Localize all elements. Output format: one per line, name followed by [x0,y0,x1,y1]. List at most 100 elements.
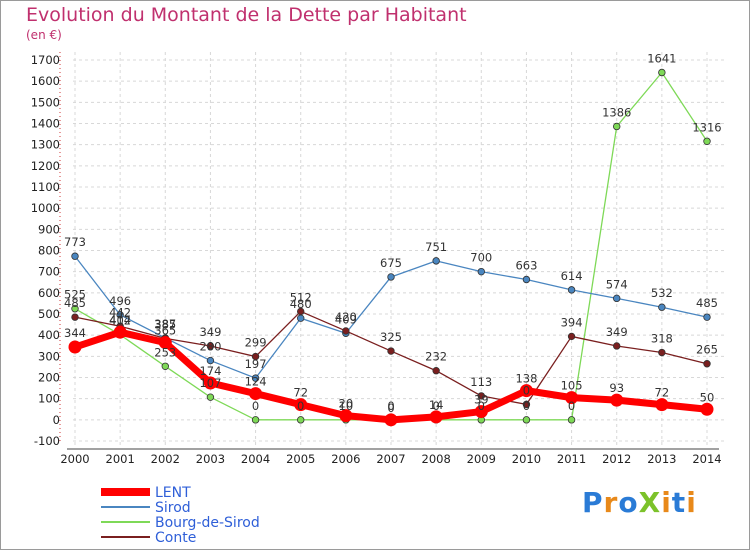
logo-letter: X [638,486,662,519]
data-label-sirod: 387 [154,317,176,331]
point-lent [384,413,398,427]
data-label-lent: 20 [339,397,354,411]
x-tick-label: 2002 [151,452,180,466]
data-label-conte: 485 [64,296,86,310]
y-tick-label: 600 [38,286,60,300]
data-label-sirod: 700 [470,251,492,265]
y-tick-label: 800 [38,244,60,258]
logo-letter: o [618,486,639,519]
data-label-conte: 318 [651,332,673,346]
y-tick-label: 300 [38,349,60,363]
point-conte [71,313,79,321]
data-label-sirod: 496 [109,294,131,308]
legend-label-conte: Conte [155,530,196,546]
data-label-conte: 512 [290,290,312,304]
data-label-lent: 344 [64,326,86,340]
point-sirod [522,275,531,284]
grid-lines [73,52,727,445]
logo-letter: r [603,486,619,519]
data-label-sirod: 773 [64,235,86,249]
logo-letter: i [686,486,697,519]
point-conte [703,360,711,368]
data-label-bourg-de-sirod: 0 [568,399,575,413]
y-tick-label: 1000 [31,201,60,215]
data-label-bourg-de-sirod: 0 [297,399,304,413]
point-lent [700,402,714,416]
data-label-lent: 72 [293,386,308,400]
y-tick-label: 1300 [31,138,60,152]
point-lent [565,391,579,405]
data-label-conte: 394 [561,315,583,329]
point-sirod [432,257,440,265]
point-conte [613,342,621,350]
y-tick-label: 1400 [31,117,60,131]
point-conte [342,327,350,335]
point-conte [522,400,531,409]
point-lent [113,325,127,339]
x-tick-label: 2010 [512,452,541,466]
data-label-bourg-de-sirod: 0 [432,399,439,413]
point-bourg-de-sirod [522,416,531,424]
data-label-lent: 365 [154,324,176,338]
data-label-lent: 138 [515,372,537,386]
data-label-conte: 232 [425,350,447,364]
x-tick-label: 2006 [331,452,360,466]
y-tick-label: -100 [34,434,60,448]
data-label-sirod: 614 [561,269,583,283]
data-label-conte: 442 [109,305,131,319]
x-tick-label: 2005 [286,452,315,466]
chart-title: Evolution du Montant de la Dette par Hab… [26,4,467,26]
y-tick-label: 900 [38,222,60,236]
data-label-sirod: 485 [696,296,718,310]
point-sirod [567,286,576,294]
data-label-bourg-de-sirod: 1316 [692,120,721,134]
point-lent [339,409,353,423]
x-tick-label: 2003 [196,452,225,466]
data-label-conte: 265 [696,343,718,357]
data-label-lent: 105 [561,379,583,393]
logo-letter: P [582,486,604,519]
y-tick-label: 1700 [31,53,60,67]
data-label-lent: 72 [655,386,670,400]
point-lent [158,336,172,350]
x-tick-label: 2000 [60,452,89,466]
y-tick-label: 100 [38,392,60,406]
proxiti-logo: ProXiti [582,486,697,519]
point-bourg-de-sirod [567,416,576,424]
data-label-conte: 113 [470,375,492,389]
axes: -100010020030040050060070080090010001100… [31,52,722,466]
point-sirod [703,313,711,321]
y-tick-label: 1500 [31,95,60,109]
point-conte [432,367,440,375]
point-lent [249,387,263,401]
data-label-conte: 299 [245,336,267,350]
data-label-conte: 349 [199,325,221,339]
point-conte [251,352,260,361]
data-label-lent: 14 [429,398,444,412]
point-bourg-de-sirod [613,122,621,131]
y-tick-label: 200 [38,371,60,385]
data-label-bourg-de-sirod: 0 [478,399,485,413]
legend-label-lent: LENT [155,485,191,501]
point-lent [203,376,217,390]
data-label-sirod: 574 [606,277,628,291]
data-label-conte: 385 [154,317,176,331]
point-lent [294,398,308,412]
x-tick-label: 2011 [557,452,586,466]
data-label-conte: 325 [380,330,402,344]
point-bourg-de-sirod [703,137,711,145]
data-label-lent: 39 [474,393,489,407]
x-tick-label: 2001 [106,452,135,466]
data-label-bourg-de-sirod: 0 [523,399,530,413]
point-conte [567,332,576,341]
data-label-bourg-de-sirod: 525 [64,288,86,302]
point-bourg-de-sirod [71,305,79,313]
point-bourg-de-sirod [251,416,260,424]
point-conte [658,348,666,357]
point-sirod [297,314,305,322]
x-tick-label: 2012 [602,452,631,466]
point-conte [387,347,395,355]
data-label-lent: 93 [609,381,624,395]
y-tick-label: 0 [53,413,60,427]
